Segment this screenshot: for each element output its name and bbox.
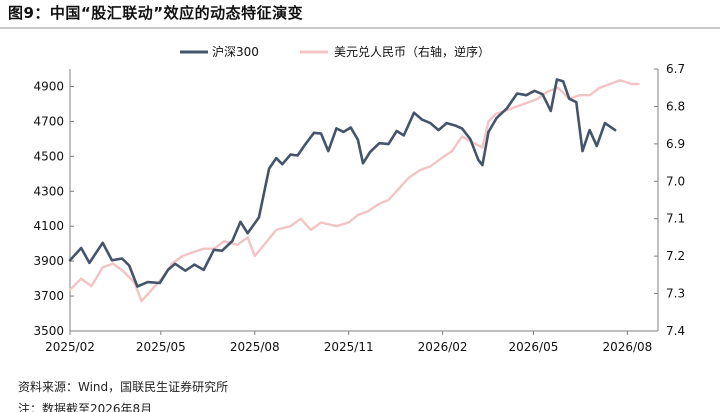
x-tick-label: 2025/05 — [136, 340, 186, 354]
chart-title: 图9：中国“股汇联动”效应的动态特征演变 — [8, 4, 304, 22]
y-right-tick-label: 6.8 — [666, 99, 685, 113]
legend-label-usdcny: 美元兑人民币（右轴，逆序） — [334, 44, 490, 59]
x-tick-label: 2025/11 — [324, 340, 374, 354]
y-right-tick-label: 7.3 — [666, 287, 685, 301]
series-line-usdcny — [68, 78, 640, 303]
axes: 3500 3700 3900 4100 4300 4500 4700 4900 6.7 6.8 6.… — [33, 62, 685, 354]
y-left-tick-label: 4700 — [33, 114, 64, 128]
title-divider — [0, 27, 720, 29]
x-tick-label: 2025/08 — [230, 340, 280, 354]
series-group — [68, 78, 640, 303]
chart-plot: 沪深300 美元兑人民币（右轴，逆序） 3500 3700 3900 4100 4300… — [33, 44, 685, 354]
x-tick-label: 2026/08 — [602, 340, 652, 354]
y-right-tick-label: 7.4 — [666, 324, 685, 338]
y-right-tick-label: 7.1 — [666, 212, 685, 226]
x-tick-label: 2026/05 — [509, 340, 559, 354]
y-right-tick-label: 6.7 — [666, 62, 685, 76]
legend-label-hs300: 沪深300 — [212, 45, 259, 59]
y-right-tick-label: 6.9 — [666, 137, 685, 151]
series-line-hs300 — [68, 78, 617, 288]
legend: 沪深300 美元兑人民币（右轴，逆序） — [180, 44, 490, 59]
x-tick-label: 2025/02 — [45, 340, 95, 354]
y-left-tick-label: 4900 — [33, 79, 64, 93]
x-tick-label: 2026/02 — [418, 340, 468, 354]
y-right-tick-label: 7.2 — [666, 249, 685, 263]
y-left-tick-label: 3500 — [33, 324, 64, 338]
y-right-tick-label: 7.0 — [666, 174, 685, 188]
footnote: 注：数据截至2026年8月 — [18, 402, 153, 412]
y-left-tick-label: 3700 — [33, 289, 64, 303]
source-note: 资料来源：Wind，国联民生证券研究所 — [18, 380, 229, 394]
y-left-tick-label: 4300 — [33, 184, 64, 198]
y-left-tick-label: 4500 — [33, 149, 64, 163]
y-left-tick-label: 4100 — [33, 219, 64, 233]
y-left-tick-label: 3900 — [33, 254, 64, 268]
